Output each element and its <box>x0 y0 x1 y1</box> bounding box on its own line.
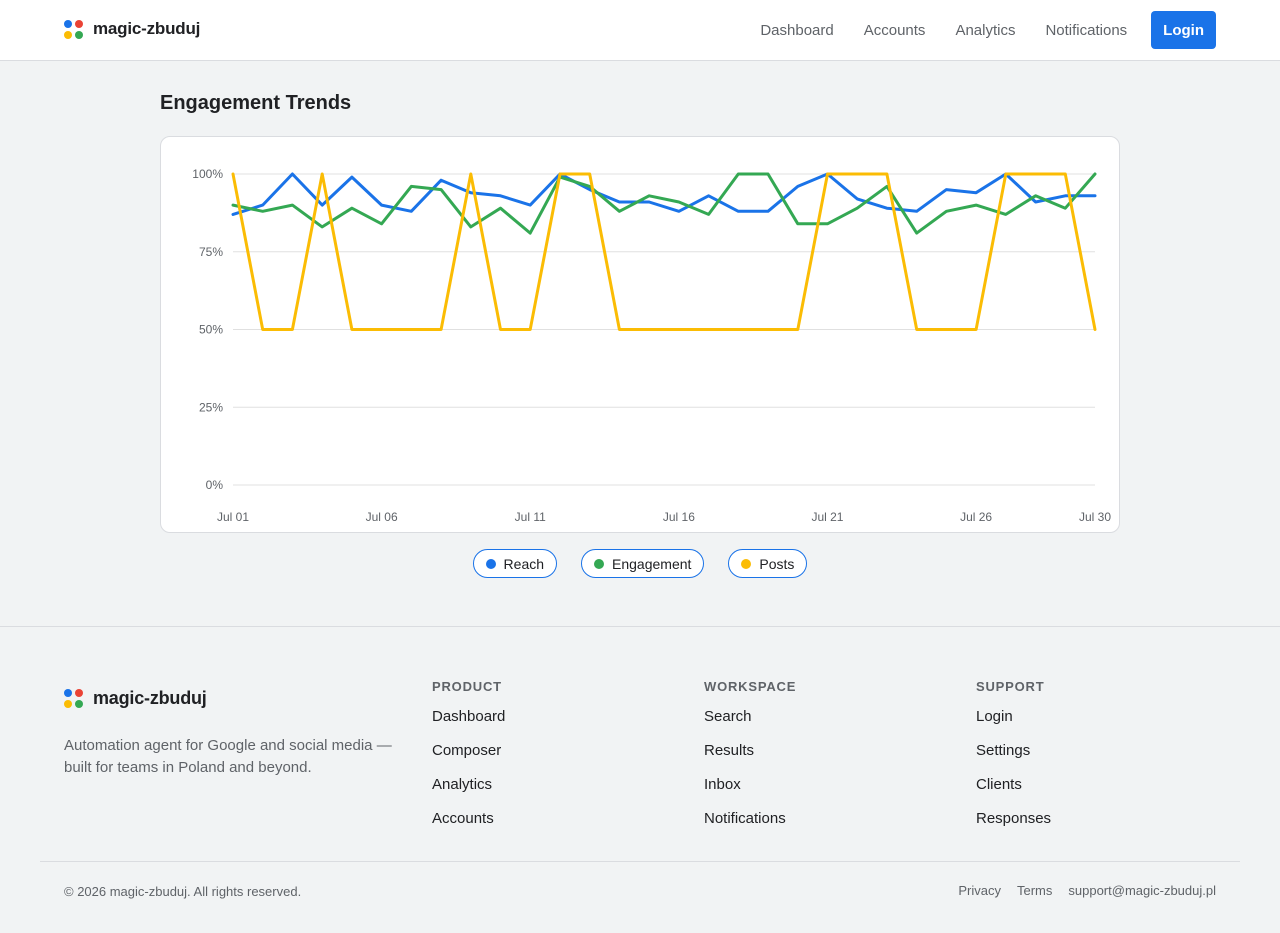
x-tick-label: Jul 26 <box>960 510 992 524</box>
legend-reach-label: Reach <box>503 555 545 572</box>
y-tick-label: 75% <box>199 245 223 259</box>
legend-posts-label: Posts <box>759 555 795 572</box>
footer-brand[interactable]: magic-zbuduj <box>64 688 207 709</box>
legend-engagement-dot-icon <box>594 558 605 569</box>
page-title: Engagement Trends <box>160 92 352 114</box>
chart-legend: Reach Engagement Posts <box>0 549 1280 578</box>
footer-link-privacy[interactable]: Privacy <box>958 883 1001 898</box>
footer-link-support-email[interactable]: support@magic-zbuduj.pl <box>1068 883 1216 898</box>
footer-divider <box>40 861 1240 862</box>
x-tick-label: Jul 21 <box>811 510 843 524</box>
footer-link-dashboard[interactable]: Dashboard <box>432 708 506 725</box>
footer-link-notifications[interactable]: Notifications <box>704 810 786 827</box>
nav-accounts[interactable]: Accounts <box>863 21 926 39</box>
y-tick-label: 100% <box>192 167 223 181</box>
main-nav: Dashboard Accounts Analytics Notificatio… <box>760 11 1216 49</box>
footer-copyright: © 2026 magic-zbuduj. All rights reserved… <box>64 884 302 899</box>
footer-link-search[interactable]: Search <box>704 708 752 725</box>
footer-col-title: WORKSPACE <box>704 679 797 694</box>
engagement-line-chart: 0% 25% 50% 75% 100% Jul 01 Jul 06 Jul 11 Jul 16 J… <box>192 167 1111 524</box>
footer-link-analytics[interactable]: Analytics <box>432 776 493 793</box>
x-tick-label: Jul 06 <box>366 510 398 524</box>
footer-col-support: SUPPORT Login Settings Clients Responses <box>976 679 1051 844</box>
footer-col-title: SUPPORT <box>976 679 1045 694</box>
footer-legal-links: Privacy Terms support@magic-zbuduj.pl <box>958 883 1216 898</box>
brand-name: magic-zbuduj <box>93 19 201 38</box>
x-tick-label: Jul 16 <box>663 510 695 524</box>
footer-link-accounts[interactable]: Accounts <box>432 810 494 827</box>
footer-link-login[interactable]: Login <box>976 708 1013 725</box>
legend-reach[interactable]: Reach <box>472 549 558 578</box>
site-footer: magic-zbuduj Automation agent for Google… <box>0 626 1280 933</box>
footer-brand-name: magic-zbuduj <box>93 688 207 708</box>
top-nav-bar: magic-zbuduj Dashboard Accounts Analytic… <box>0 0 1280 61</box>
legend-engagement[interactable]: Engagement <box>581 549 705 578</box>
brand[interactable]: magic-zbuduj <box>64 19 200 39</box>
x-tick-label: Jul 01 <box>217 510 249 524</box>
legend-posts[interactable]: Posts <box>728 549 808 578</box>
footer-col-title: PRODUCT <box>432 679 502 694</box>
footer-link-inbox[interactable]: Inbox <box>704 776 741 793</box>
footer-link-composer[interactable]: Composer <box>432 742 502 759</box>
footer-link-results[interactable]: Results <box>704 742 755 759</box>
footer-col-product: PRODUCT Dashboard Composer Analytics Acc… <box>432 679 505 844</box>
footer-link-settings[interactable]: Settings <box>976 742 1031 759</box>
y-tick-label: 25% <box>199 400 223 414</box>
footer-col-workspace: WORKSPACE Search Results Inbox Notificat… <box>704 679 796 844</box>
nav-analytics[interactable]: Analytics <box>955 21 1016 39</box>
footer-brand-logo-icon <box>64 689 83 708</box>
x-tick-label: Jul 30 <box>1079 510 1111 524</box>
brand-logo-icon <box>64 19 83 39</box>
legend-reach-dot-icon <box>485 558 496 569</box>
series-line-reach <box>231 172 1097 216</box>
nav-notifications[interactable]: Notifications <box>1045 21 1128 39</box>
series-line-posts <box>231 172 1097 331</box>
engagement-chart-card: 0% 25% 50% 75% 100% Jul 01 Jul 06 Jul 11 Jul 16 J… <box>160 136 1120 533</box>
footer-tagline: Automation agent for Google and social m… <box>64 737 392 776</box>
y-tick-label: 50% <box>199 323 223 337</box>
footer-link-terms[interactable]: Terms <box>1017 883 1053 898</box>
x-tick-label: Jul 11 <box>515 510 546 524</box>
legend-posts-dot-icon <box>741 558 752 569</box>
legend-engagement-label: Engagement <box>612 555 692 572</box>
y-tick-label: 0% <box>206 478 224 492</box>
nav-dashboard[interactable]: Dashboard <box>760 21 834 39</box>
login-button[interactable]: Login <box>1151 11 1216 49</box>
series-line-engagement <box>231 172 1097 235</box>
footer-link-responses[interactable]: Responses <box>976 810 1052 827</box>
footer-link-clients[interactable]: Clients <box>976 776 1022 793</box>
